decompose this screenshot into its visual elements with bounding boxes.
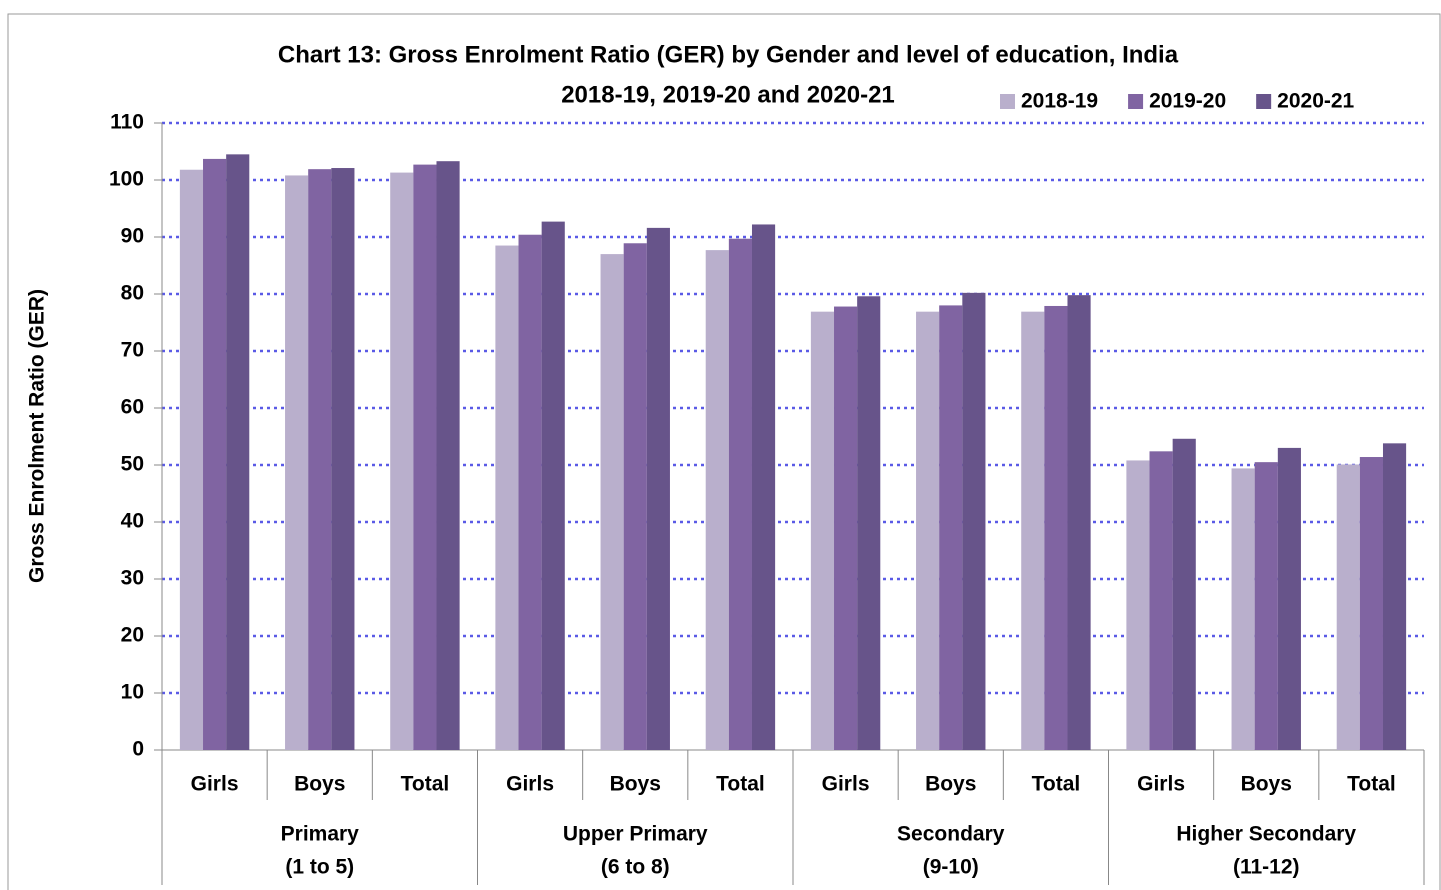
legend-label: 2020-21 [1277, 90, 1354, 113]
legend-label: 2018-19 [1021, 90, 1098, 113]
x-tick-label: Girls [506, 773, 554, 796]
bar [1067, 295, 1091, 750]
x-tick-label: Boys [1241, 773, 1292, 796]
bar [1149, 451, 1173, 750]
bar [1336, 464, 1360, 750]
bar [834, 306, 858, 750]
y-tick-label: 20 [121, 624, 144, 647]
group-label: Secondary [897, 823, 1005, 846]
group-label: Primary [281, 823, 360, 846]
x-tick-label: Boys [610, 773, 661, 796]
bar [1277, 447, 1301, 750]
group-label: (6 to 8) [601, 856, 670, 879]
bar [1126, 460, 1150, 750]
bar [226, 154, 250, 751]
bar [518, 234, 542, 751]
bar [285, 175, 309, 750]
y-tick-label: 110 [110, 111, 144, 134]
y-tick-label: 50 [121, 453, 144, 476]
y-tick-label: 90 [121, 225, 144, 248]
bar [179, 169, 204, 751]
chart-title: Chart 13: Gross Enrolment Ratio (GER) by… [278, 41, 1179, 68]
y-tick-label: 10 [121, 681, 144, 704]
y-tick-label: 40 [121, 510, 144, 533]
group-label: Higher Secondary [1176, 823, 1356, 846]
bar [939, 305, 963, 750]
bar [1021, 311, 1045, 750]
y-tick-label: 60 [121, 396, 144, 419]
x-tick-label: Total [1032, 773, 1081, 796]
bar [857, 296, 881, 750]
bar [705, 250, 729, 751]
x-tick-label: Girls [191, 773, 239, 796]
group-label: (1 to 5) [285, 856, 354, 879]
bar [600, 254, 624, 750]
group-label: (9-10) [923, 856, 979, 879]
bar [1382, 443, 1407, 750]
bar [623, 243, 647, 750]
bar [1231, 468, 1255, 750]
y-axis-label: Gross Enrolment Ratio (GER) [26, 289, 49, 583]
y-tick-label: 80 [121, 282, 144, 305]
bar [541, 221, 565, 751]
bar [1359, 457, 1383, 750]
x-tick-label: Total [716, 773, 765, 796]
bar [331, 168, 355, 750]
y-tick-label: 100 [109, 168, 144, 191]
x-tick-label: Girls [822, 773, 870, 796]
bar [728, 238, 752, 750]
chart-border [7, 13, 1441, 890]
x-tick-label: Total [401, 773, 450, 796]
x-tick-label: Boys [925, 773, 976, 796]
legend-swatch [1128, 94, 1144, 109]
x-tick-label: Boys [294, 773, 345, 796]
bar [1254, 462, 1278, 750]
bar [308, 169, 332, 751]
legend-label: 2019-20 [1149, 90, 1226, 113]
y-tick-label: 30 [121, 567, 144, 590]
group-label: Upper Primary [563, 823, 708, 846]
group-label: (11-12) [1233, 856, 1300, 879]
chart-subtitle: 2018-19, 2019-20 and 2020-21 [561, 81, 895, 108]
legend-swatch [1000, 94, 1015, 109]
bar [1172, 438, 1196, 750]
x-tick-label: Girls [1137, 773, 1185, 796]
bar [751, 224, 776, 750]
bar [390, 172, 414, 751]
bar [646, 227, 670, 750]
bar [1044, 305, 1068, 750]
legend-swatch [1256, 94, 1272, 109]
bar [413, 164, 437, 751]
bar [436, 161, 460, 750]
bar [203, 158, 227, 750]
bar [810, 311, 835, 750]
x-tick-label: Total [1347, 773, 1396, 796]
bar [916, 311, 940, 750]
y-tick-label: 0 [132, 738, 144, 761]
bar [495, 245, 519, 751]
bar [962, 292, 986, 750]
y-tick-label: 70 [121, 339, 144, 362]
